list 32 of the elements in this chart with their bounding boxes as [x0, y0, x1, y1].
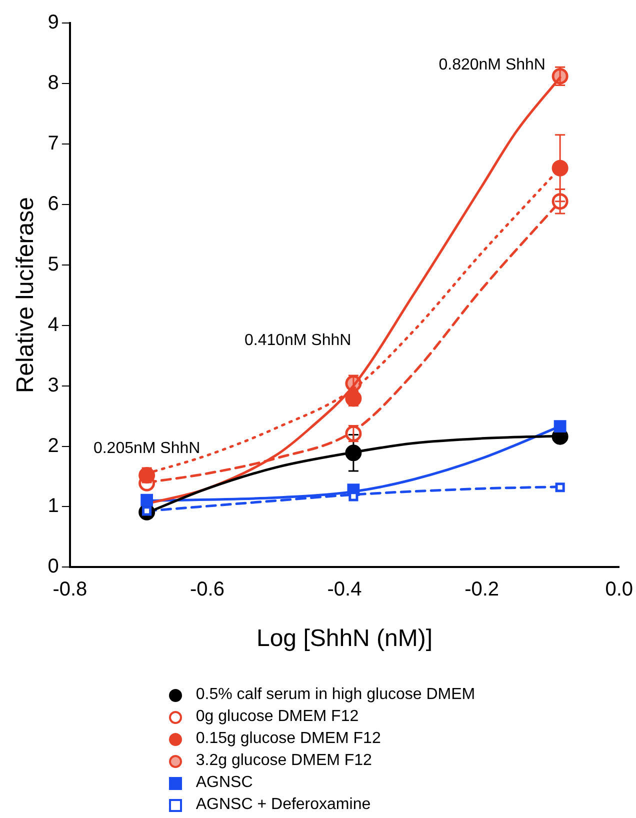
y-axis-title: Relative luciferase: [12, 197, 40, 394]
point: [552, 160, 568, 176]
x-tick-label: -0.2: [464, 578, 500, 601]
x-tick-label: -0.4: [327, 578, 362, 601]
x-tick-label: 0.0: [605, 578, 634, 601]
y-tick-label: 9: [48, 12, 59, 34]
point: [554, 420, 566, 433]
point: [140, 494, 154, 506]
y-tick-label: 2: [48, 434, 59, 457]
legend-label: AGNSC: [196, 773, 253, 793]
annotation: 0.205nM ShhN: [93, 440, 200, 458]
annotation: 0.410nM ShhN: [244, 332, 352, 349]
y-tick-label: 3: [48, 374, 59, 396]
legend-label: 0.15g glucose DMEM F12: [196, 729, 381, 749]
y-tick-label: 4: [48, 314, 59, 336]
point: [345, 444, 362, 462]
y-tick-label: 5: [48, 253, 59, 276]
y-tick-label: 0: [48, 556, 59, 578]
x-tick-label: -0.6: [190, 578, 224, 601]
y-tick-label: 7: [48, 132, 59, 154]
y-tick-label: 1: [48, 495, 59, 518]
annotation: 0.820nM ShhN: [438, 56, 546, 74]
x-axis-title: Log [ShhN (nM)]: [256, 625, 433, 652]
y-tick-label: 6: [48, 192, 59, 215]
legend-label: AGNSC + Deferoxamine: [196, 795, 371, 815]
point: [555, 482, 565, 492]
legend-label: 3.2g glucose DMEM F12: [196, 751, 372, 771]
legend-label: 0g glucose DMEM F12: [196, 707, 359, 727]
point: [552, 68, 568, 84]
x-tick-label: -0.8: [52, 578, 88, 601]
y-tick-label: 8: [48, 72, 59, 94]
legend-label: 0.5% calf serum in high glucose DMEM: [196, 685, 476, 705]
